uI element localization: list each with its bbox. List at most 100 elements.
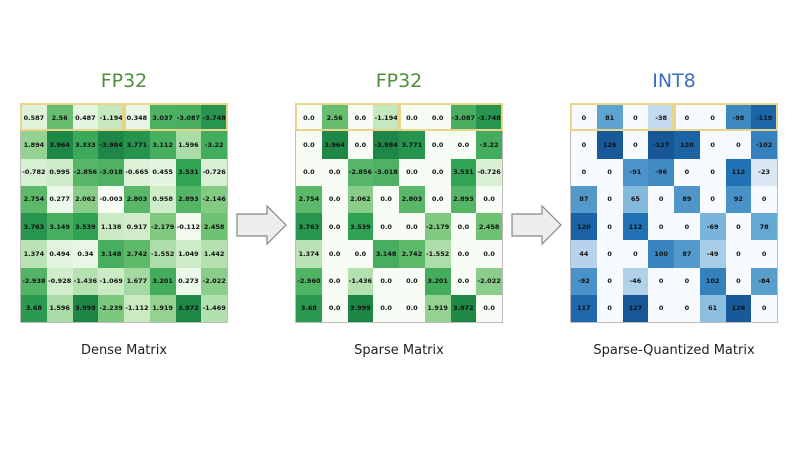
matrix-cell: 3.68: [21, 294, 47, 322]
matrix-cell: 0: [725, 240, 752, 268]
matrix-cell: 0.0: [399, 267, 425, 295]
matrix-cell: -3.087: [175, 104, 202, 132]
matrix-cell: 3.763: [296, 213, 322, 241]
quantized-matrix-title: INT8: [652, 70, 696, 92]
matrix-cell: 0: [648, 185, 674, 213]
matrix-cell: 0: [571, 158, 597, 186]
matrix-cell: -38: [648, 104, 674, 132]
matrix-cell: 3.531: [175, 158, 202, 186]
matrix-cell: 0: [596, 267, 623, 295]
sparse-matrix-label: Sparse Matrix: [354, 343, 444, 358]
matrix-cell: 0.0: [476, 294, 502, 322]
matrix-cell: 1.374: [296, 240, 322, 268]
matrix-cell: -2.146: [201, 185, 227, 213]
matrix-cell: 1.919: [424, 294, 451, 322]
matrix-cell: 3.999: [72, 294, 99, 322]
matrix-cell: -0.003: [98, 185, 124, 213]
matrix-cell: 89: [674, 185, 700, 213]
quantized-matrix: 0 81 0 -38 0 0 -98 -119 0 126 0 -127 120 0 0 -102 0 0 -91-…: [570, 103, 778, 323]
matrix-cell: -3.018: [373, 158, 399, 186]
matrix-cell: 0.494: [46, 240, 73, 268]
matrix-cell: 3.539: [72, 213, 99, 241]
matrix-cell: -1.194: [98, 104, 124, 132]
matrix-cell: -119: [751, 104, 777, 132]
matrix-cell: 3.112: [149, 131, 176, 159]
matrix-cell: 3.771: [124, 131, 150, 159]
matrix-cell: 44: [571, 240, 597, 268]
matrix-cell: 0.0: [424, 131, 451, 159]
matrix-cell: 0.0: [347, 240, 374, 268]
matrix-cell: 0.0: [296, 104, 322, 132]
matrix-cell: 0: [596, 294, 623, 322]
matrix-cell: -46: [622, 267, 649, 295]
matrix-cell: 0.0: [450, 131, 477, 159]
matrix-cell: 0.0: [399, 294, 425, 322]
matrix-cell: 0: [674, 294, 700, 322]
matrix-cell: 0: [648, 213, 674, 241]
matrix-cell: 0.0: [321, 158, 348, 186]
matrix-cell: -1.469: [201, 294, 227, 322]
matrix-cell: 0.958: [149, 185, 176, 213]
matrix-cell: 0.917: [124, 213, 150, 241]
dense-matrix: 0.587 2.56 0.487 -1.194 0.348 3.037 -3.087 -3.7…: [20, 103, 228, 323]
matrix-cell: 3.149: [46, 213, 73, 241]
matrix-cell: 3.771: [399, 131, 425, 159]
matrix-cell: 0.0: [296, 131, 322, 159]
matrix-cell: 0.487: [72, 104, 99, 132]
sparse-matrix: 0.0 2.56 0.0 -1.194 0.0 0.0 -3.087 -3.748 0.0 3.9…: [295, 103, 503, 323]
matrix-cell: 0.0: [296, 158, 322, 186]
right-arrow-icon: [511, 204, 562, 246]
matrix-cell: -1.552: [149, 240, 176, 268]
matrix-cell: 0: [725, 131, 752, 159]
matrix-cell: 78: [751, 213, 777, 241]
matrix-cell: 2.803: [124, 185, 150, 213]
matrix-cell: 0: [648, 294, 674, 322]
matrix-cell: -0.112: [175, 213, 202, 241]
matrix-cell: -1.194: [373, 104, 399, 132]
matrix-cell: 3.999: [347, 294, 374, 322]
matrix-cell: 2.893: [175, 185, 202, 213]
matrix-cell: -2.022: [476, 267, 502, 295]
matrix-cell: -96: [648, 158, 674, 186]
matrix-cell: 0: [596, 158, 623, 186]
matrix-cell: 0.277: [46, 185, 73, 213]
matrix-cell: -102: [751, 131, 777, 159]
matrix-cell: 1.374: [21, 240, 47, 268]
matrix-cell: -3.22: [201, 131, 227, 159]
matrix-cell: 0.0: [373, 213, 399, 241]
matrix-cell: 0.0: [373, 267, 399, 295]
matrix-cell: 0: [751, 185, 777, 213]
matrix-cell: -0.928: [46, 267, 73, 295]
matrix-cell: 0.455: [149, 158, 176, 186]
matrix-cell: 0.0: [476, 185, 502, 213]
matrix-cell: -1.069: [98, 267, 124, 295]
matrix-cell: -2.179: [424, 213, 451, 241]
matrix-cell: 1.596: [175, 131, 202, 159]
matrix-cell: -3.748: [476, 104, 502, 132]
matrix-cell: -1.112: [124, 294, 150, 322]
matrix-cell: 0.0: [321, 294, 348, 322]
matrix-cell: -2.856: [72, 158, 99, 186]
matrix-cell: 2.56: [46, 104, 73, 132]
matrix-cell: 3.201: [424, 267, 451, 295]
matrix-cell: 0.995: [46, 158, 73, 186]
matrix-cell: -127: [648, 131, 674, 159]
matrix-cell: 2.062: [347, 185, 374, 213]
matrix-cell: 127: [622, 294, 649, 322]
matrix-cell: 2.742: [124, 240, 150, 268]
matrix-cell: 1.138: [98, 213, 124, 241]
dense-matrix-label: Dense Matrix: [80, 343, 168, 358]
matrix-cell: 120: [571, 213, 597, 241]
matrix-cell: 81: [596, 104, 623, 132]
matrix-cell: -3.748: [201, 104, 227, 132]
quantized-matrix-label: Sparse-Quantized Matrix: [593, 343, 755, 358]
matrix-cell: 0: [648, 267, 674, 295]
matrix-cell: 117: [571, 294, 597, 322]
matrix-cell: 2.56: [321, 104, 348, 132]
matrix-cell: 2.893: [450, 185, 477, 213]
matrix-cell: 1.677: [124, 267, 150, 295]
matrix-cell: 3.972: [450, 294, 477, 322]
matrix-cell: 2.458: [476, 213, 502, 241]
dense-matrix-title: FP32: [100, 70, 148, 92]
matrix-cell: 0: [571, 104, 597, 132]
